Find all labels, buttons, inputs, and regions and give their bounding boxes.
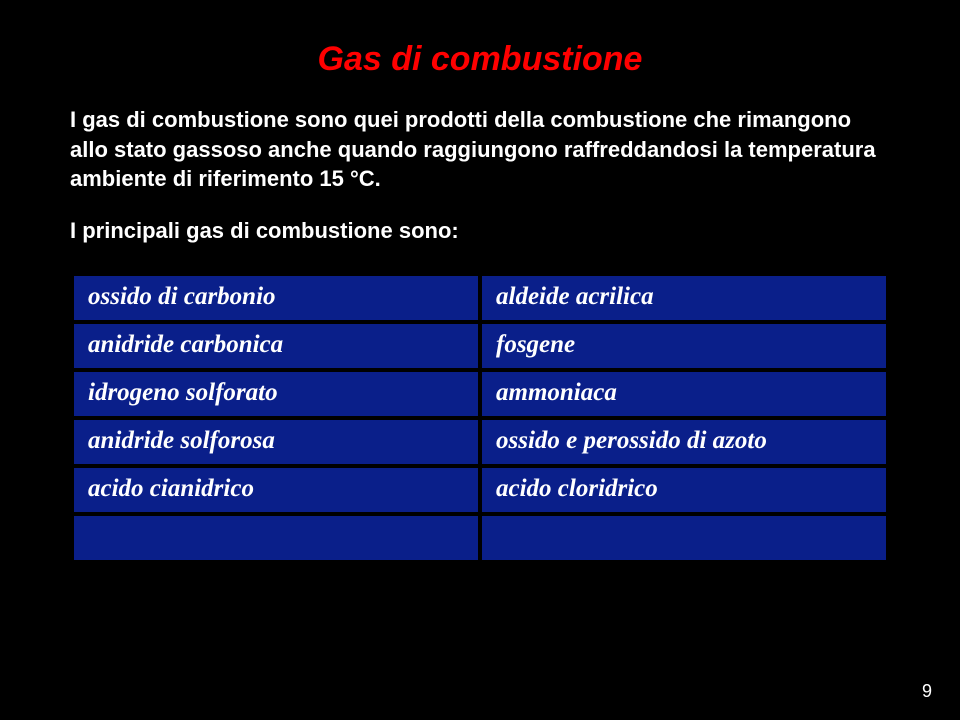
table-cell: acido cloridrico xyxy=(482,468,886,512)
slide-title: Gas di combustione xyxy=(70,40,890,79)
lead-paragraph: I principali gas di combustione sono: xyxy=(70,216,890,246)
table-row: acido cianidrico acido cloridrico xyxy=(74,468,886,512)
table-cell: idrogeno solforato xyxy=(74,372,478,416)
table-cell: ammoniaca xyxy=(482,372,886,416)
table-cell: aldeide acrilica xyxy=(482,276,886,320)
table-row: ossido di carbonio aldeide acrilica xyxy=(74,276,886,320)
slide: Gas di combustione I gas di combustione … xyxy=(0,0,960,720)
gases-table: ossido di carbonio aldeide acrilica anid… xyxy=(70,272,890,564)
table-cell: anidride carbonica xyxy=(74,324,478,368)
table-cell: acido cianidrico xyxy=(74,468,478,512)
table-row: anidride carbonica fosgene xyxy=(74,324,886,368)
table-row: anidride solforosa ossido e perossido di… xyxy=(74,420,886,464)
table-cell xyxy=(74,516,478,560)
table-row xyxy=(74,516,886,560)
table-cell: ossido di carbonio xyxy=(74,276,478,320)
table-cell: anidride solforosa xyxy=(74,420,478,464)
table-cell xyxy=(482,516,886,560)
table-row: idrogeno solforato ammoniaca xyxy=(74,372,886,416)
table-cell: fosgene xyxy=(482,324,886,368)
page-number: 9 xyxy=(922,681,932,702)
table-cell: ossido e perossido di azoto xyxy=(482,420,886,464)
intro-paragraph: I gas di combustione sono quei prodotti … xyxy=(70,105,890,194)
